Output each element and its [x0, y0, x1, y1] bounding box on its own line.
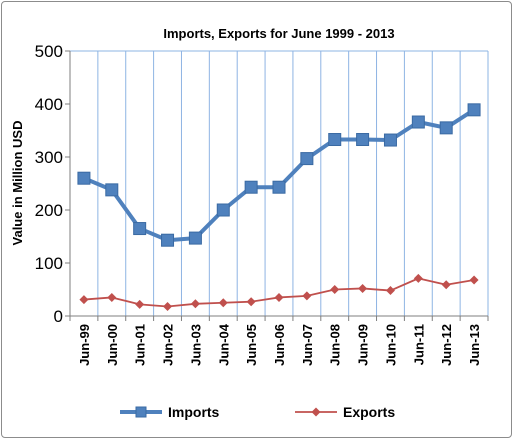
exports-line — [83, 277, 475, 308]
exports-point — [163, 301, 173, 311]
x-tick-label: Jun-04 — [216, 323, 231, 366]
y-tick-label: 100 — [35, 254, 63, 273]
exports-point — [135, 299, 145, 309]
x-tick-label: Jun-01 — [133, 324, 148, 366]
exports-point — [330, 285, 340, 294]
exports-legend-marker — [311, 407, 321, 417]
imports-point — [161, 233, 175, 247]
imports-point — [411, 115, 425, 129]
axes — [65, 50, 489, 321]
y-tick-label: 300 — [35, 148, 63, 167]
imports-legend-label: Imports — [168, 404, 220, 420]
imports-point — [328, 133, 342, 147]
imports-point — [77, 171, 91, 185]
chart-title: Imports, Exports for June 1999 - 2013 — [163, 26, 394, 41]
imports-line — [83, 108, 476, 243]
imports-point — [188, 231, 202, 245]
exports-point — [469, 275, 479, 285]
x-tick-label: Jun-08 — [328, 324, 343, 366]
x-tick-label: Jun-05 — [244, 324, 259, 366]
exports-point — [413, 273, 423, 283]
x-tick-label: Jun-09 — [356, 324, 371, 366]
x-tick-label: Jun-99 — [77, 324, 92, 366]
y-tick-label: 500 — [35, 42, 63, 61]
imports-point — [244, 180, 258, 194]
x-tick-label: Jun-00 — [105, 324, 120, 366]
exports-legend-label: Exports — [343, 404, 395, 420]
y-tick-labels: 0 100 200 300 400 500 — [35, 42, 63, 326]
x-tick-label: Jun-03 — [188, 324, 203, 366]
imports-point — [356, 133, 370, 147]
x-tick-label: Jun-13 — [467, 324, 482, 366]
x-tick-label: Jun-06 — [272, 324, 287, 366]
exports-point — [190, 299, 200, 309]
exports-point — [107, 292, 117, 302]
imports-point — [300, 152, 314, 166]
exports-point — [358, 283, 368, 293]
imports-point — [467, 103, 481, 117]
gridlines — [70, 50, 489, 316]
y-tick-label: 400 — [35, 95, 63, 114]
exports-point — [274, 292, 284, 302]
exports-point — [441, 280, 451, 290]
y-tick-label: 0 — [54, 307, 63, 326]
imports-point — [439, 121, 453, 135]
exports-point — [302, 291, 312, 301]
y-axis-label: Value in Million USD — [10, 121, 25, 246]
imports-point — [383, 133, 397, 147]
imports-legend-marker — [135, 406, 147, 418]
imports-point — [216, 203, 230, 217]
y-tick-label: 200 — [35, 201, 63, 220]
exports-point — [385, 286, 395, 296]
imports-point — [105, 183, 119, 197]
exports-point — [246, 297, 256, 307]
x-tick-label: Jun-12 — [439, 324, 454, 366]
series-layer — [77, 103, 481, 311]
imports-point — [272, 180, 286, 194]
x-tick-label: Jun-07 — [300, 324, 315, 366]
x-tick-label: Jun-02 — [161, 324, 176, 366]
legend: Imports Exports — [120, 404, 395, 420]
x-tick-label: Jun-11 — [411, 324, 426, 365]
x-tick-label: Jun-10 — [383, 324, 398, 366]
exports-point — [218, 298, 228, 308]
x-tick-labels: Jun-99 Jun-00 Jun-01 Jun-02 Jun-03 Jun-04 Jun-… — [77, 323, 482, 366]
exports-point — [79, 295, 89, 305]
imports-point — [133, 222, 147, 236]
